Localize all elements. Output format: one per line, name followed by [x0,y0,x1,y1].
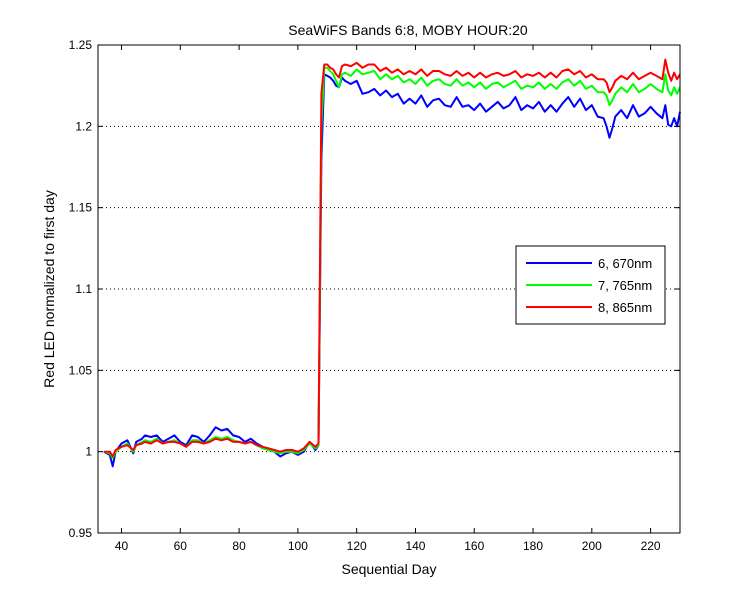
y-tick-label: 1.1 [75,282,92,296]
axis-ticks: 0.95 1 1.05 1.1 1.15 1.2 1.25 40 60 80 100 120 140 16… [69,38,680,553]
legend-entry: 8, 865nm [598,300,652,315]
y-tick-label: 1.2 [75,119,92,133]
x-tick-label: 80 [232,539,246,553]
legend: 6, 670nm 7, 765nm 8, 865nm [515,245,666,325]
legend-entry: 6, 670nm [598,256,652,271]
x-tick-label: 40 [115,539,129,553]
y-tick-label: 1.05 [69,363,93,377]
series-lines [103,58,681,468]
y-tick-label: 1.15 [69,201,93,215]
series-line-3 [103,58,681,458]
y-axis-label: Red LED normalized to first day [41,190,57,388]
x-tick-label: 140 [405,539,425,553]
series-line-2 [103,66,681,460]
x-tick-label: 100 [288,539,308,553]
legend-entry: 7, 765nm [598,278,652,293]
x-axis-label: Sequential Day [342,561,437,577]
x-tick-label: 200 [582,539,602,553]
chart-title: SeaWiFS Bands 6:8, MOBY HOUR:20 [288,22,528,38]
series-line-1 [103,73,681,468]
grid-lines [98,125,680,453]
y-tick-label: 0.95 [69,526,93,540]
x-tick-label: 220 [641,539,661,553]
x-tick-label: 120 [347,539,367,553]
x-tick-label: 160 [464,539,484,553]
y-tick-label: 1 [85,445,92,459]
y-tick-label: 1.25 [69,38,93,52]
x-tick-label: 60 [174,539,188,553]
x-tick-label: 180 [523,539,543,553]
